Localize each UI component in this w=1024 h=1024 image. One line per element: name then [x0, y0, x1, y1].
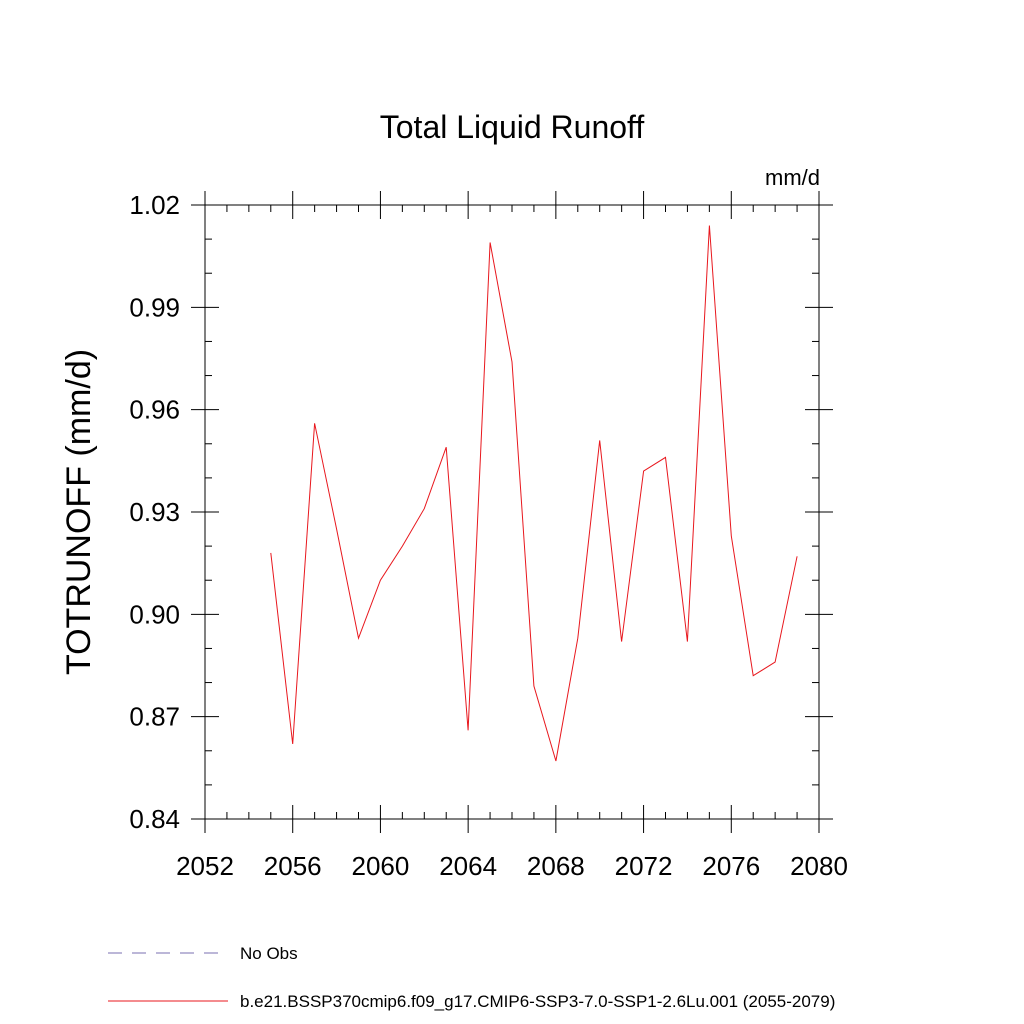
- y-tick-label: 0.96: [129, 395, 180, 425]
- x-axis-ticks: 2052 2056 2060 2064 2068 2072 2076 2080: [176, 191, 848, 881]
- legend-label-no-obs: No Obs: [240, 944, 298, 963]
- x-tick-label: 2052: [176, 851, 234, 881]
- x-tick-label: 2068: [527, 851, 585, 881]
- x-tick-label: 2076: [702, 851, 760, 881]
- y-tick-label: 0.84: [129, 804, 180, 834]
- x-tick-label: 2064: [439, 851, 497, 881]
- y-axis-label: TOTRUNOFF (mm/d): [60, 349, 98, 675]
- units-label: mm/d: [765, 165, 820, 190]
- y-axis-ticks: 0.84 0.87 0.90 0.93 0.96 0.99 1.02: [129, 190, 833, 834]
- legend-label-model-run: b.e21.BSSP370cmip6.f09_g17.CMIP6-SSP3-7.…: [240, 992, 835, 1011]
- plot-frame: [204, 204, 820, 820]
- x-tick-label: 2060: [352, 851, 410, 881]
- y-tick-label: 0.99: [129, 292, 180, 322]
- series-layer: [270, 225, 798, 762]
- y-tick-label: 1.02: [129, 190, 180, 220]
- x-tick-label: 2072: [615, 851, 673, 881]
- chart-title: Total Liquid Runoff: [380, 109, 645, 145]
- legend: No Obs b.e21.BSSP370cmip6.f09_g17.CMIP6-…: [108, 944, 835, 1011]
- y-tick-label: 0.93: [129, 497, 180, 527]
- x-tick-label: 2056: [264, 851, 322, 881]
- x-tick-label: 2080: [790, 851, 848, 881]
- y-tick-label: 0.90: [129, 599, 180, 629]
- series-line: [270, 225, 798, 762]
- y-tick-label: 0.87: [129, 702, 180, 732]
